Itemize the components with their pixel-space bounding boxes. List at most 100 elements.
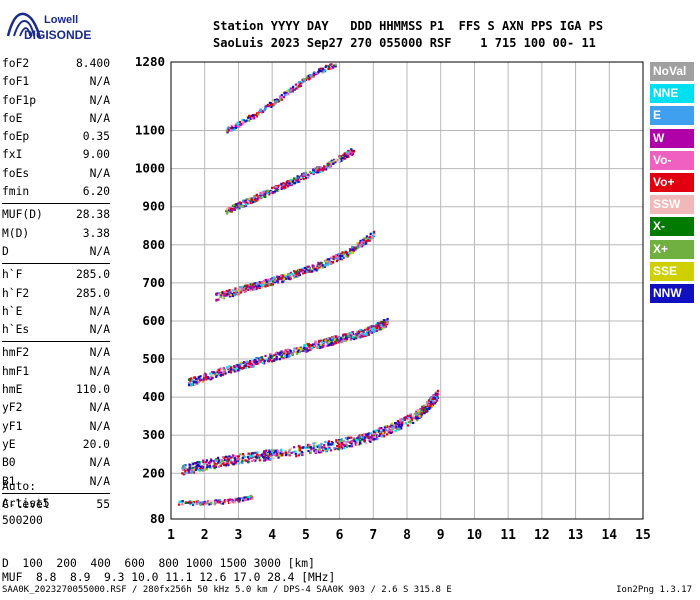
echo-point xyxy=(323,264,326,267)
echo-point xyxy=(309,348,312,351)
echo-point xyxy=(326,163,329,166)
echo-point xyxy=(198,381,201,384)
echo-point xyxy=(350,148,353,151)
echo-point xyxy=(323,168,326,171)
echo-point xyxy=(226,211,229,214)
echo-point xyxy=(332,342,335,345)
echo-point xyxy=(302,269,305,272)
echo-point xyxy=(280,96,283,99)
echo-point xyxy=(205,466,209,469)
echo-point xyxy=(312,72,315,75)
echo-point xyxy=(257,282,260,285)
echo-point xyxy=(267,357,270,360)
echo-point xyxy=(290,272,293,275)
echo-point xyxy=(375,322,378,325)
echo-point xyxy=(219,295,222,299)
echo-point xyxy=(436,392,439,395)
echo-point xyxy=(315,445,318,448)
echo-point xyxy=(334,158,337,161)
param-row: h`E N/A xyxy=(2,303,110,321)
param-value: N/A xyxy=(89,111,110,125)
echo-point xyxy=(310,448,313,451)
echo-point xyxy=(293,270,296,273)
echo-point xyxy=(313,268,316,271)
param-row: M(D) 3.38 xyxy=(2,225,110,243)
echo-point xyxy=(282,96,285,99)
muf-table-muf-values: 8.8 8.9 9.3 10.0 11.1 12.6 17.0 28.4 [MH… xyxy=(22,571,336,584)
echo-point xyxy=(254,358,257,362)
param-label: foEs xyxy=(2,166,30,180)
echo-point xyxy=(243,496,246,499)
echo-point xyxy=(382,324,385,327)
echo-point xyxy=(308,269,311,272)
echo-point xyxy=(205,468,208,471)
echo-point xyxy=(332,335,335,339)
echo-point xyxy=(340,252,343,255)
param-row: yF1 N/A xyxy=(2,418,110,436)
echo-point xyxy=(286,351,289,354)
echo-point xyxy=(328,163,331,166)
echo-point xyxy=(233,288,236,291)
echo-point xyxy=(294,272,297,275)
echo-point xyxy=(380,430,383,433)
param-row: B0 N/A xyxy=(2,454,110,472)
echo-point xyxy=(304,349,307,352)
echo-point xyxy=(395,426,398,429)
echo-point xyxy=(270,356,273,359)
echo-point xyxy=(338,446,341,449)
echo-point xyxy=(331,257,334,260)
echo-point xyxy=(313,449,316,452)
echo-point xyxy=(219,464,222,467)
echo-point xyxy=(183,464,186,467)
param-value: 8.400 xyxy=(75,57,110,70)
echo-point xyxy=(192,502,195,505)
y-tick-label: 1100 xyxy=(135,123,165,138)
echo-point xyxy=(304,176,308,180)
echo-point xyxy=(228,458,231,461)
echo-point xyxy=(319,444,322,447)
echo-point xyxy=(229,293,232,296)
echo-point xyxy=(262,456,265,459)
echo-point xyxy=(342,256,345,259)
echo-point xyxy=(263,359,266,362)
echo-point xyxy=(332,64,335,67)
echo-point xyxy=(287,352,290,355)
echo-point xyxy=(276,351,279,355)
echo-point xyxy=(338,254,341,257)
echo-point xyxy=(345,254,348,258)
echo-point xyxy=(222,371,225,374)
echo-point xyxy=(204,373,207,376)
echo-point xyxy=(348,251,351,254)
echo-point xyxy=(199,465,203,468)
echo-point xyxy=(231,289,234,292)
echo-point xyxy=(289,447,292,450)
echo-point xyxy=(229,459,232,462)
echo-point xyxy=(187,501,190,504)
echo-point xyxy=(267,457,270,460)
echo-point xyxy=(297,274,300,277)
echo-point xyxy=(309,451,312,454)
echo-point xyxy=(427,399,430,402)
echo-point xyxy=(328,446,331,449)
echo-point xyxy=(419,408,422,411)
echo-point xyxy=(215,375,218,378)
echo-point xyxy=(226,293,229,296)
echo-point xyxy=(360,241,363,244)
echo-point xyxy=(256,358,259,361)
echo-point xyxy=(348,338,351,341)
echo-point xyxy=(233,128,236,131)
echo-point xyxy=(213,373,216,376)
echo-point xyxy=(208,376,211,379)
echo-point xyxy=(223,456,226,459)
echo-point xyxy=(399,420,402,423)
echo-point xyxy=(269,355,272,358)
echo-point xyxy=(243,361,246,364)
echo-point xyxy=(363,439,366,442)
x-tick-label: 7 xyxy=(369,528,377,543)
echo-point xyxy=(182,465,185,468)
echo-point xyxy=(197,463,200,467)
echo-point xyxy=(291,87,294,90)
echo-point xyxy=(184,470,187,473)
echo-point xyxy=(383,319,386,322)
echo-point xyxy=(335,257,338,260)
